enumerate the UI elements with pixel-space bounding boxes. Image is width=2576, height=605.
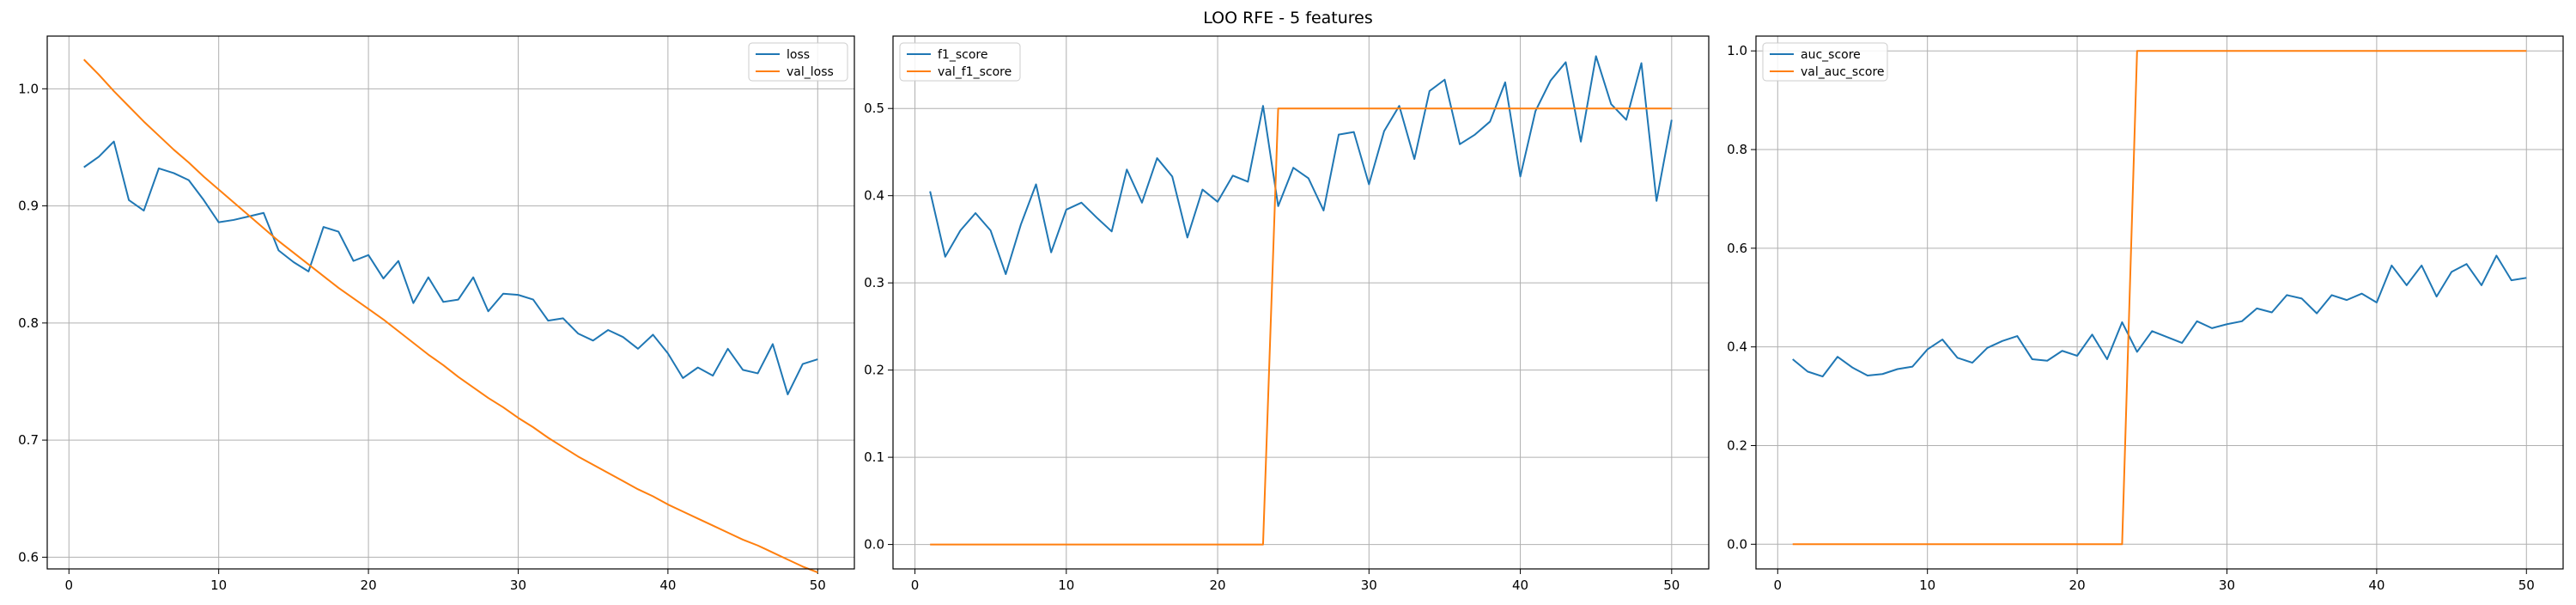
legend-label: val_loss <box>787 65 834 79</box>
legend: f1_score val_f1_score <box>899 42 1021 82</box>
x-tick-label: 50 <box>1663 578 1680 593</box>
y-tick-label: 0.0 <box>1727 536 1747 552</box>
y-tick-label: 1.0 <box>18 81 39 96</box>
legend: auc_score val_auc_score <box>1762 42 1888 82</box>
figure-title: LOO RFE - 5 features <box>1203 9 1373 28</box>
x-tick-label: 40 <box>659 578 676 593</box>
x-tick-label: 50 <box>810 578 826 593</box>
x-tick-label: 40 <box>1512 578 1528 593</box>
series-line-val-loss <box>83 58 818 574</box>
x-tick-label: 0 <box>65 578 74 593</box>
axes-frame <box>46 35 855 570</box>
x-tick-label: 40 <box>2368 578 2385 593</box>
x-tick-label: 30 <box>2219 578 2235 593</box>
y-tick-label: 0.1 <box>864 449 884 465</box>
series-line-loss <box>83 140 818 395</box>
x-tick-label: 30 <box>1361 578 1377 593</box>
y-tick-label: 0.8 <box>18 315 39 331</box>
x-tick-label: 10 <box>1919 578 1935 593</box>
x-tick-label: 50 <box>2518 578 2535 593</box>
legend-label: loss <box>787 48 810 62</box>
y-tick-label: 1.0 <box>1727 43 1747 58</box>
y-tick-label: 0.8 <box>1727 142 1747 157</box>
legend-label: val_auc_score <box>1801 65 1885 79</box>
chart-panel-3: 0 10 20 30 40 50 0.0 0.2 0.4 0.6 0.8 1.0 auc_scoreva… <box>1727 35 2564 593</box>
legend-label: f1_score <box>938 48 987 62</box>
y-tick-label: 0.2 <box>1727 437 1747 453</box>
axes-frame <box>892 35 1710 570</box>
x-tick-label: 20 <box>2069 578 2086 593</box>
y-tick-label: 0.6 <box>1727 241 1747 256</box>
series-line-val-auc-score <box>1792 50 2527 546</box>
x-tick-label: 20 <box>1210 578 1226 593</box>
y-tick-label: 0.0 <box>864 537 884 553</box>
y-tick-label: 0.4 <box>864 188 884 204</box>
chart-panel-2: 0 10 20 30 40 50 0.0 0.1 0.2 0.3 0.4 0.5 f1_scoreval… <box>864 35 1710 593</box>
chart-panel-1: 0 10 20 30 40 50 0.6 0.7 0.8 0.9 1.0 loss val_loss <box>18 35 855 593</box>
y-tick-label: 0.6 <box>18 549 39 565</box>
y-tick-label: 0.5 <box>864 101 884 116</box>
x-tick-label: 10 <box>1058 578 1074 593</box>
y-tick-label: 0.3 <box>864 275 884 290</box>
x-tick-label: 30 <box>510 578 526 593</box>
legend: loss val_loss <box>748 42 848 82</box>
x-tick-label: 0 <box>1774 578 1783 593</box>
y-tick-label: 0.7 <box>18 432 39 448</box>
axes-frame <box>1755 35 2564 570</box>
series-line-val-f1-score <box>930 107 1672 546</box>
y-tick-label: 0.9 <box>18 199 39 214</box>
y-tick-label: 0.2 <box>864 363 884 378</box>
series-line-f1-score <box>929 55 1673 276</box>
x-tick-label: 10 <box>210 578 227 593</box>
series-line-auc-score <box>1792 254 2527 378</box>
y-tick-label: 0.4 <box>1727 339 1747 355</box>
x-tick-label: 20 <box>361 578 377 593</box>
x-tick-label: 0 <box>911 578 920 593</box>
legend-label: val_f1_score <box>938 65 1012 79</box>
legend-label: auc_score <box>1801 48 1861 62</box>
legend-box <box>1762 42 1888 82</box>
